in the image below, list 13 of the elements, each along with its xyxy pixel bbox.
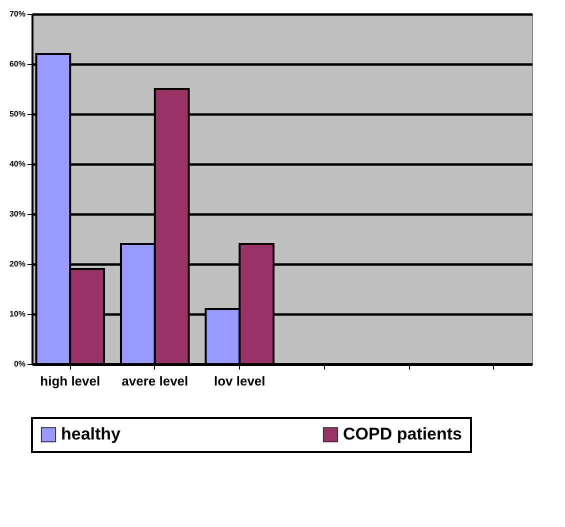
x-tick-label: lov level [214, 374, 266, 388]
y-tick-label: 50% [9, 110, 26, 118]
y-tick-label: 70% [9, 10, 26, 18]
y-tick-label: 10% [9, 310, 26, 318]
y-tick-label: 20% [9, 260, 26, 268]
legend-label: healthy [61, 424, 122, 444]
legend-label: COPD patients [343, 424, 462, 444]
y-tick-label: 0% [14, 360, 26, 368]
y-tick-label: 30% [9, 210, 26, 218]
x-tick-label: avere level [122, 374, 188, 388]
y-tick-label: 40% [9, 160, 26, 168]
y-tick-label: 60% [9, 60, 26, 68]
x-tick-label: high level [40, 374, 100, 388]
